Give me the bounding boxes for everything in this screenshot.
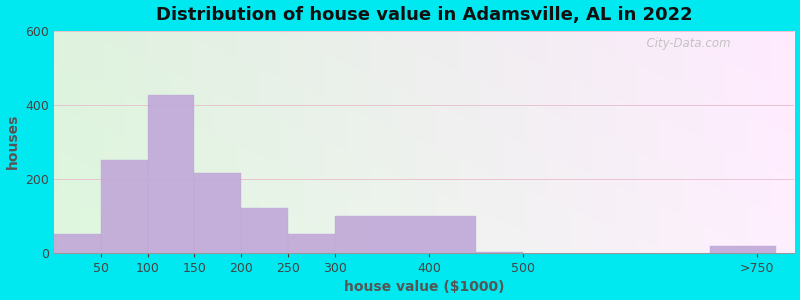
Bar [288,234,335,253]
Bar [194,173,242,253]
Bar [147,95,194,253]
Bar [710,246,776,253]
Bar [335,216,476,253]
Bar [54,234,101,253]
Title: Distribution of house value in Adamsville, AL in 2022: Distribution of house value in Adamsvill… [156,6,693,24]
X-axis label: house value ($1000): house value ($1000) [344,280,504,294]
Bar [101,160,147,253]
Bar [476,252,522,253]
Bar [242,208,288,253]
Y-axis label: houses: houses [6,114,19,170]
Text: City-Data.com: City-Data.com [639,37,730,50]
